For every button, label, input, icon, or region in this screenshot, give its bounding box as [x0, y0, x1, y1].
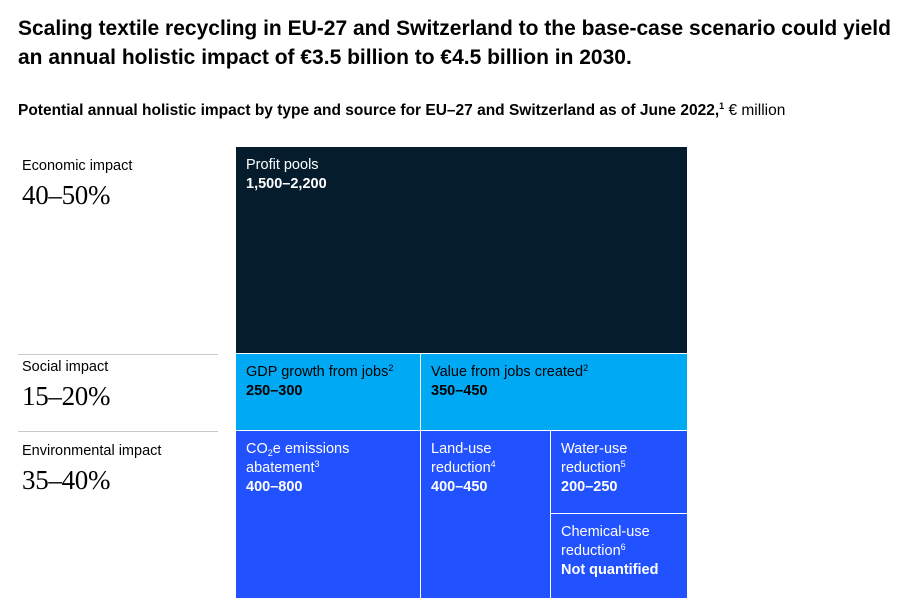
tile-jobs-created: Value from jobs created2 350–450: [421, 354, 687, 430]
category-environmental: Environmental impact 35–40%: [22, 443, 218, 496]
divider-social: [18, 354, 218, 355]
subtitle-footnote: 1: [719, 101, 725, 111]
tile-chemical-use: Chemical-use reduction6 Not quantified: [551, 514, 687, 598]
category-environmental-label: Environmental impact: [22, 443, 162, 459]
category-social-share: 15–20%: [22, 381, 111, 411]
category-environmental-share: 35–40%: [22, 465, 111, 495]
headline: Scaling textile recycling in EU-27 and S…: [18, 17, 891, 69]
tile-profit-pools-label: Profit pools: [246, 157, 319, 173]
tile-co2-abatement-value: 400–800: [246, 479, 303, 495]
tile-gdp-growth: GDP growth from jobs2 250–300: [236, 354, 420, 430]
tile-water-use-label: Water-use reduction5: [561, 441, 628, 476]
category-economic: Economic impact 40–50%: [22, 158, 218, 211]
tile-profit-pools: Profit pools 1,500–2,200: [236, 147, 687, 353]
tile-jobs-created-label: Value from jobs created2: [431, 363, 589, 381]
category-social-label: Social impact: [22, 359, 109, 375]
tile-land-use: Land-use reduction4 400–450: [421, 431, 550, 598]
chart-subtitle: Potential annual holistic impact by type…: [18, 102, 918, 120]
tile-co2-abatement-label: CO2e emissions abatement3: [246, 441, 350, 476]
category-social: Social impact 15–20%: [22, 359, 218, 412]
tile-land-use-value: 400–450: [431, 479, 488, 495]
category-economic-label: Economic impact: [22, 158, 133, 174]
subtitle-text: Potential annual holistic impact by type…: [18, 102, 720, 119]
tile-gdp-growth-label: GDP growth from jobs2: [246, 363, 394, 381]
category-economic-share: 40–50%: [22, 180, 111, 210]
tile-co2-abatement: CO2e emissions abatement3 400–800: [236, 431, 420, 598]
divider-environmental: [18, 431, 218, 432]
tile-gdp-growth-value: 250–300: [246, 383, 303, 399]
tile-profit-pools-value: 1,500–2,200: [246, 176, 327, 192]
tile-chemical-use-value: Not quantified: [561, 562, 659, 578]
tile-water-use-value: 200–250: [561, 479, 618, 495]
subtitle-unit: € million: [724, 102, 786, 119]
tile-chemical-use-label: Chemical-use reduction6: [561, 524, 650, 559]
tile-jobs-created-value: 350–450: [431, 383, 488, 399]
tile-water-use: Water-use reduction5 200–250: [551, 431, 687, 513]
tile-land-use-label: Land-use reduction4: [431, 441, 496, 476]
